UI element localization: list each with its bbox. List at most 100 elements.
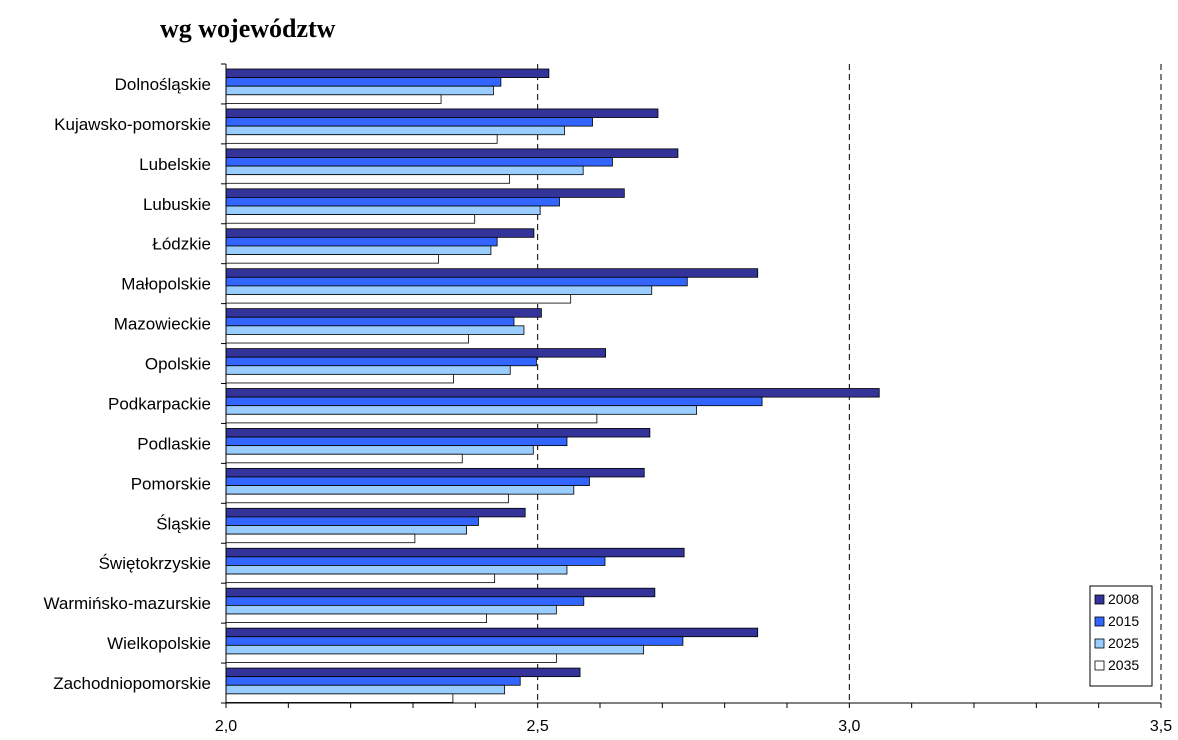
x-axis-ticks: 2,0 2,5 3,0 3,5 [215,718,1172,735]
bar-2025 [225,485,575,495]
gridlines [537,64,1162,703]
bar-2035 [225,214,476,224]
bar-2008 [225,108,659,118]
category-label: Podlaskie [137,434,211,453]
bar-2015 [225,556,606,566]
bar-2008 [225,68,550,79]
category-label: Świętokrzyskie [99,554,211,573]
bar-2008 [225,228,535,238]
bar-2025 [225,165,584,176]
bar-2025 [225,85,494,96]
bar-2008 [225,547,685,558]
category-label: Warmińsko-mazurskie [43,594,211,613]
bar-2035 [225,573,496,584]
x-tick-label: 2,0 [215,718,237,735]
bar-2015 [225,356,537,367]
bar-2008 [225,667,581,678]
bar-2008 [225,627,759,638]
bar-2025 [225,405,698,415]
category-label: Łódzkie [152,235,211,254]
bar-2035 [225,94,442,104]
bar-2035 [225,174,511,184]
legend-swatch [1094,660,1105,671]
category-label: Dolnośląskie [115,75,211,94]
bar-2025 [225,125,565,136]
bar-2015 [225,236,498,247]
bar-2015 [225,436,568,447]
x-tick-label: 2,5 [527,718,549,735]
bar-2025 [225,365,511,375]
category-label: Pomorskie [131,474,211,493]
bar-2025 [225,325,525,335]
bar-2015 [225,476,590,486]
bar-2035 [225,373,454,384]
bars [225,68,880,703]
legend-swatch [1094,638,1105,649]
bar-2008 [225,148,679,158]
bar-2035 [225,613,487,623]
legend-label: 2025 [1108,635,1139,651]
legend-label: 2015 [1108,613,1139,629]
bar-2008 [225,428,651,438]
bar-2015 [225,77,502,87]
bar-2015 [225,276,688,287]
bar-2025 [225,684,506,695]
category-label: Lubelskie [139,155,211,174]
bar-2035 [225,533,416,544]
category-labels: Dolnośląskie Kujawsko-pomorskie Lubelskie L… [43,75,211,693]
bar-2035 [225,413,598,424]
category-label: Podkarpackie [108,394,211,413]
bar-2035 [225,693,454,703]
category-label: Kujawsko-pomorskie [54,115,211,134]
bar-2008 [225,308,542,318]
x-tick-label: 3,0 [838,718,860,735]
category-label: Lubuskie [143,195,211,214]
bar-2035 [225,294,572,304]
bar-2008 [225,388,880,398]
bar-2015 [225,636,684,646]
category-label: Mazowieckie [114,315,211,334]
bar-2035 [225,493,509,504]
bar-2035 [225,453,463,464]
bar-2025 [225,565,568,575]
bar-2015 [225,676,521,686]
bar-2015 [225,197,560,207]
bar-2025 [225,205,541,216]
bar-2025 [225,604,557,615]
bar-2025 [225,525,468,535]
legend-label: 2035 [1108,657,1139,673]
bar-2008 [225,587,656,598]
bar-2015 [225,316,515,327]
bar-2015 [225,396,763,407]
bar-2008 [225,467,645,478]
bar-2008 [225,348,607,358]
legend: 2008 2015 2025 2035 [1089,585,1153,687]
legend-swatch [1094,594,1105,605]
bar-2015 [225,596,585,606]
bar-2035 [225,254,439,264]
bar-2015 [225,516,479,526]
bar-2035 [225,134,498,144]
legend-swatch [1094,616,1105,627]
bar-2035 [225,334,469,344]
x-tick-label: 3,5 [1150,718,1172,735]
bar-2008 [225,268,759,278]
bar-2025 [225,245,492,255]
category-label: Śląskie [156,514,211,533]
bar-2008 [225,188,625,198]
axes [221,63,1162,708]
bar-2015 [225,157,613,167]
category-label: Zachodniopomorskie [53,674,211,693]
bar-2025 [225,644,645,655]
legend-label: 2008 [1108,591,1139,607]
bar-2025 [225,285,653,295]
bar-2025 [225,445,534,455]
bar-2035 [225,653,557,663]
category-label: Opolskie [145,355,211,374]
chart-title: wg województw [160,14,336,43]
bar-2008 [225,507,526,518]
category-label: Małopolskie [121,275,211,294]
category-label: Wielkopolskie [107,634,211,653]
bar-2015 [225,117,593,127]
